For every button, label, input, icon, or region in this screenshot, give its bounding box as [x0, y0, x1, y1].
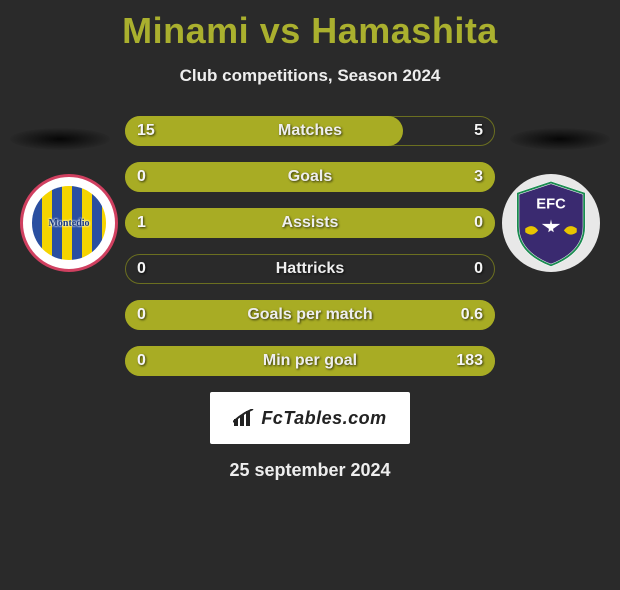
- subtitle: Club competitions, Season 2024: [0, 66, 620, 86]
- svg-text:EFC: EFC: [536, 196, 566, 212]
- team-crest-left: Montedio: [20, 174, 118, 272]
- bar-fill: [125, 300, 495, 330]
- bar-fill: [125, 346, 495, 376]
- vs-text: vs: [260, 10, 301, 51]
- shadow-right: [510, 128, 610, 150]
- team-crest-right: EFC: [502, 174, 600, 272]
- bar-fill: [125, 208, 495, 238]
- bar-fill: [125, 162, 495, 192]
- player-left-name: Minami: [122, 10, 249, 51]
- stat-row: 00.6Goals per match: [125, 300, 495, 330]
- page-title: Minami vs Hamashita: [0, 10, 620, 52]
- comparison-area: Montedio EFC 155Matches 03Goals 10Assists 0…: [0, 116, 620, 376]
- watermark-text: FcTables.com: [261, 408, 386, 429]
- bar-fill: [125, 116, 403, 146]
- crest-right-graphic: EFC: [505, 177, 597, 269]
- watermark: FcTables.com: [210, 392, 410, 444]
- date-text: 25 september 2024: [0, 460, 620, 481]
- stat-row: 155Matches: [125, 116, 495, 146]
- stat-row: 00Hattricks: [125, 254, 495, 284]
- stat-row: 0183Min per goal: [125, 346, 495, 376]
- shadow-left: [10, 128, 110, 150]
- bar-track: [125, 254, 495, 284]
- crest-left-text: Montedio: [48, 218, 89, 229]
- stat-row: 10Assists: [125, 208, 495, 238]
- crest-left-graphic: Montedio: [32, 186, 106, 260]
- chart-icon: [233, 409, 255, 427]
- stat-row: 03Goals: [125, 162, 495, 192]
- player-right-name: Hamashita: [311, 10, 498, 51]
- stat-bars: 155Matches 03Goals 10Assists 00Hattricks 00.…: [125, 116, 495, 376]
